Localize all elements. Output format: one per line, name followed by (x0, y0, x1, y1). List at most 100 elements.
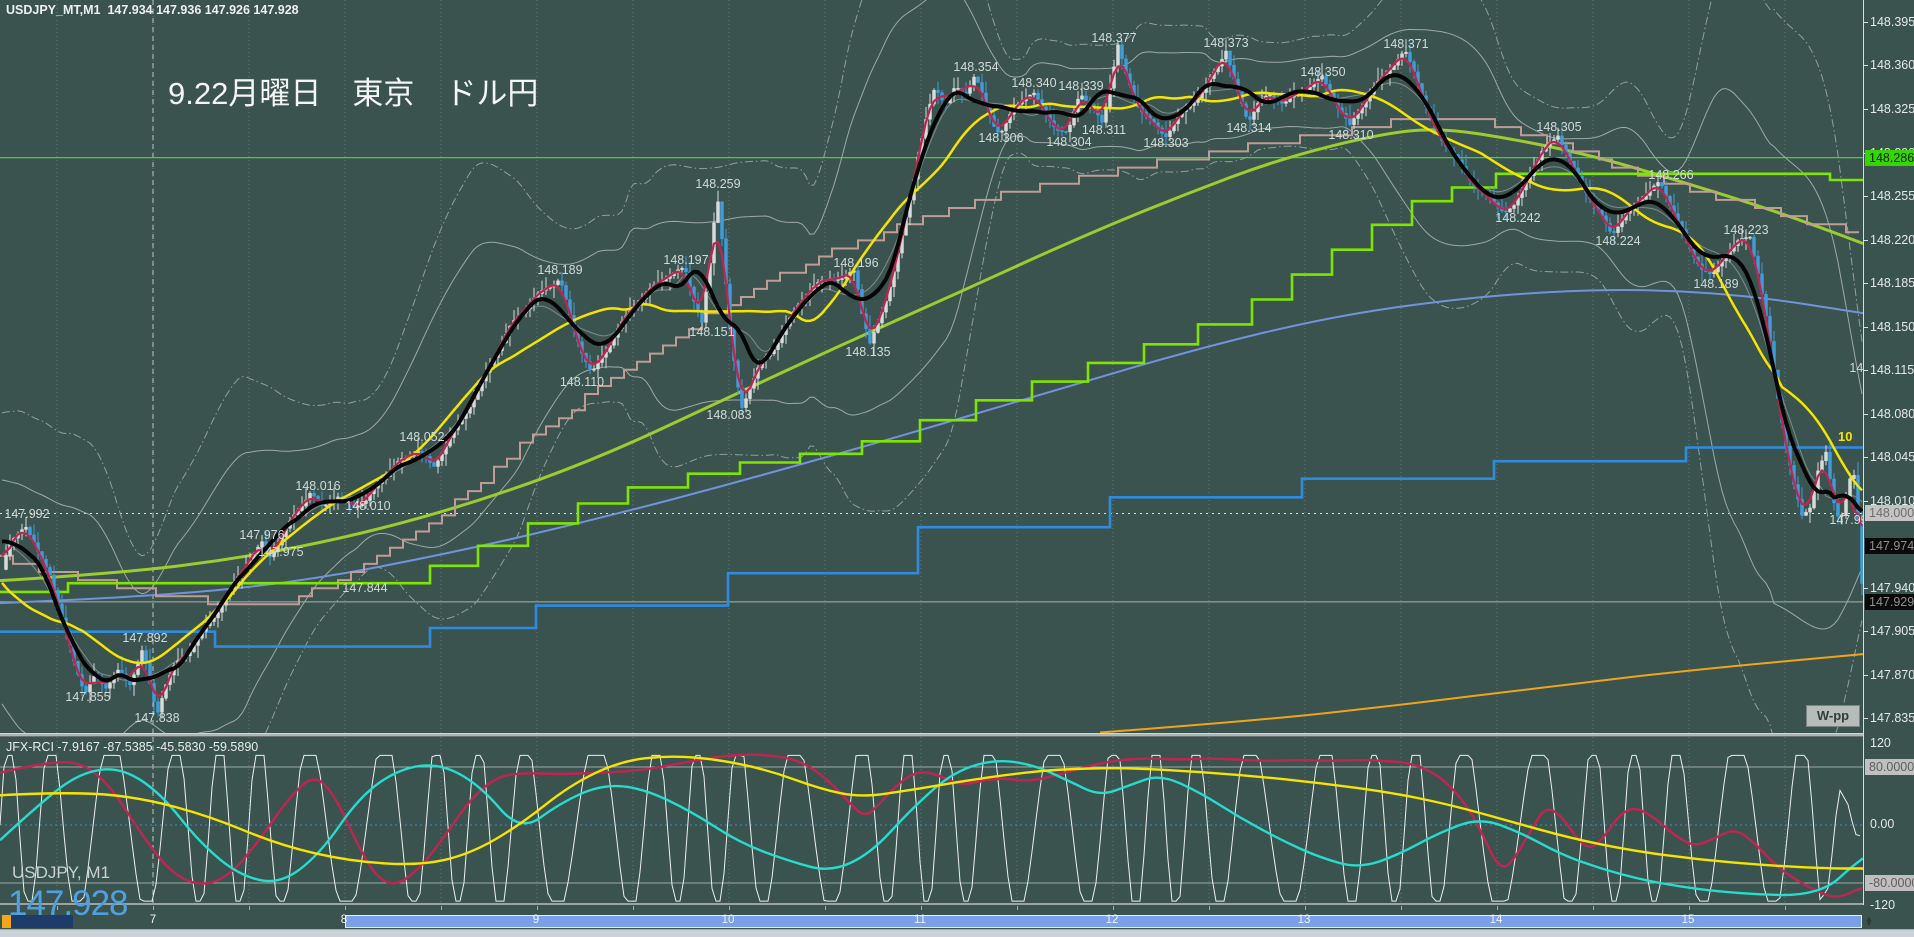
price-annotation: 147.838 (134, 711, 180, 725)
time-tick (1689, 906, 1690, 910)
rci-axis-label: 0.00 (1870, 817, 1895, 831)
time-tick (633, 906, 634, 910)
price-annotation: 148.135 (845, 345, 891, 359)
scroll-end-icon[interactable]: ▲ ▼ (1865, 914, 1873, 928)
price-annotation: 148.304 (1046, 135, 1092, 149)
session-highlight-bar[interactable] (345, 915, 1862, 928)
indicator-bottom-separator (0, 903, 1914, 905)
axis-tick (1864, 196, 1868, 197)
price-annotation: 148.259 (695, 177, 741, 191)
footer-symbol-label: USDJPY, M1 (12, 863, 110, 882)
price-axis[interactable]: 148.395148.360148.325148.290148.255148.2… (1863, 0, 1914, 912)
price-badge: 147.974 (1865, 538, 1914, 554)
price-axis-label: 147.940 (1870, 581, 1914, 595)
price-annotation: 147.855 (65, 690, 111, 704)
time-tick (441, 906, 442, 910)
price-annotation: 148.373 (1203, 36, 1249, 50)
axis-tick (1864, 327, 1868, 328)
price-axis-label: 147.835 (1870, 711, 1914, 725)
price-axis-label: 148.325 (1870, 102, 1914, 116)
price-axis-label: 148.045 (1870, 450, 1914, 464)
time-tick (825, 906, 826, 910)
price-annotation: 148.377 (1091, 31, 1137, 45)
panel-separator[interactable] (0, 733, 1914, 737)
price-annotation: 148.016 (295, 479, 341, 493)
price-chart-canvas[interactable] (0, 0, 1863, 733)
price-annotation: 148.083 (706, 408, 752, 422)
price-annotation: 148.224 (1595, 234, 1641, 248)
indicator-ten-label: 10 (1838, 429, 1853, 444)
price-annotation: 147.992 (4, 507, 50, 521)
rci-indicator-panel[interactable] (0, 737, 1863, 903)
price-annotation: 148.371 (1383, 37, 1429, 51)
time-axis-label: 15 (1681, 914, 1695, 926)
price-annotation: 147.976 (239, 528, 285, 542)
price-annotation: 148.010 (345, 499, 391, 513)
scroll-thumb[interactable] (11, 915, 73, 928)
price-annotation: 147.975 (258, 545, 304, 559)
time-axis-label: 7 (149, 914, 157, 926)
price-annotation: 148.052 (399, 430, 445, 444)
axis-tick (1864, 370, 1868, 371)
axis-tick (1864, 631, 1868, 632)
price-annotation: 148.314 (1226, 121, 1272, 135)
time-tick (57, 906, 58, 910)
symbol-period-label: USDJPY_MT,M1 (6, 3, 101, 17)
price-annotation: 148.197 (663, 253, 709, 267)
price-annotation: 148.242 (1495, 211, 1541, 225)
time-tick (1401, 906, 1402, 910)
main-chart-panel[interactable]: USDJPY_MT,M1 147.934 147.936 147.926 147… (0, 0, 1863, 733)
price-axis-label: 148.220 (1870, 233, 1914, 247)
time-axis-label: 9 (532, 914, 540, 926)
rci-canvas[interactable] (0, 737, 1863, 903)
time-axis-label: 10 (721, 914, 735, 926)
price-annotation: 148.306 (978, 131, 1024, 145)
window-edge (0, 929, 1914, 937)
time-axis-label: 11 (914, 914, 926, 926)
price-annotation: 148.151 (689, 325, 735, 339)
price-annotation: 148.354 (953, 60, 999, 74)
chart-title-annotation: 9.22月曜日 東京 ドル円 (168, 76, 539, 111)
rci-axis-label: -120 (1870, 898, 1896, 912)
quote-line: USDJPY_MT,M1 147.934 147.936 147.926 147… (6, 3, 299, 17)
time-tick (345, 906, 346, 910)
time-tick (1785, 906, 1786, 910)
rci-axis-label: -80.0000 (1865, 875, 1914, 891)
axis-tick (1864, 240, 1868, 241)
price-axis-label: 148.185 (1870, 276, 1914, 290)
time-tick (153, 906, 154, 910)
time-tick (249, 906, 250, 910)
axis-tick (1864, 501, 1868, 502)
price-axis-label: 148.255 (1870, 189, 1914, 203)
time-tick (921, 906, 922, 910)
axis-tick (1864, 65, 1868, 66)
price-annotation: 148.310 (1328, 128, 1374, 142)
price-annotation: 148.339 (1058, 79, 1104, 93)
time-tick (1113, 906, 1114, 910)
time-tick (729, 906, 730, 910)
rci-axis-label: 80.0000 (1865, 759, 1914, 775)
price-axis-label: 148.080 (1870, 407, 1914, 421)
price-annotation: 148.223 (1723, 223, 1769, 237)
time-axis-label: 8 (340, 914, 348, 926)
time-tick (1305, 906, 1306, 910)
price-annotation: 148.189 (1693, 277, 1739, 291)
price-annotation: 147.844 (342, 581, 388, 595)
time-axis-scrollbar[interactable]: ▲ ▼ 7 8 9 10 11 12 13 14 15 (0, 905, 1914, 929)
time-tick (1209, 906, 1210, 910)
axis-tick (1864, 414, 1868, 415)
ohlc-values: 147.934 147.936 147.926 147.928 (107, 3, 299, 17)
axis-tick (1864, 457, 1868, 458)
price-annotation: 148.266 (1648, 168, 1694, 182)
price-annotation: 148.303 (1143, 136, 1189, 150)
price-axis-label: 148.010 (1870, 494, 1914, 508)
price-annotation: 148.305 (1536, 120, 1582, 134)
axis-tick (1864, 283, 1868, 284)
price-badge: 148.286 (1865, 150, 1914, 166)
price-annotation: 147.991 (1829, 513, 1863, 527)
price-annotation: 147.892 (122, 631, 168, 645)
scroll-origin-marker[interactable] (2, 915, 11, 928)
price-annotation: 148.110 (559, 375, 605, 389)
axis-tick (1864, 718, 1868, 719)
